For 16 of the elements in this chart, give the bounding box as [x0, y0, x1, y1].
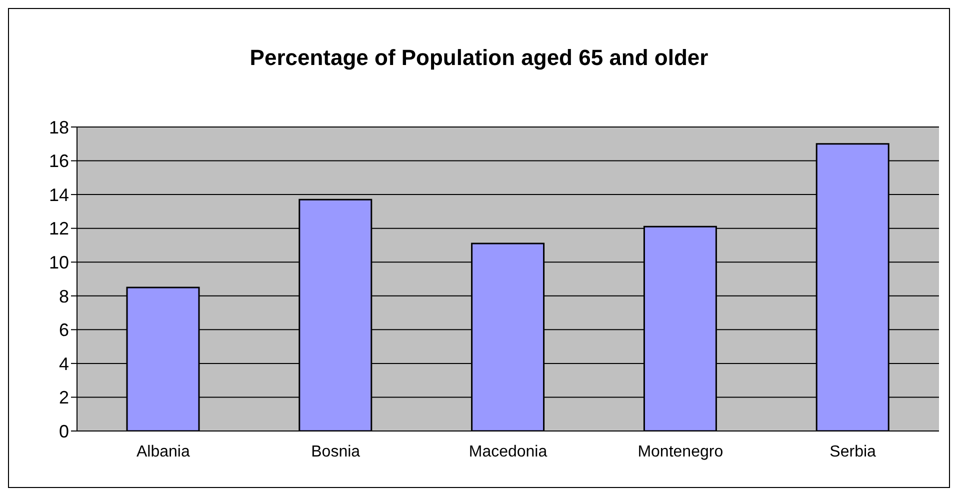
y-tick-label: 14	[48, 184, 69, 205]
x-tick-label: Bosnia	[311, 443, 360, 460]
y-tick-label: 18	[48, 117, 69, 138]
chart-title: Percentage of Population aged 65 and older	[248, 45, 710, 71]
x-tick-label: Montenegro	[638, 443, 724, 460]
y-tick-label: 6	[58, 320, 69, 340]
y-tick-label: 8	[58, 286, 69, 306]
y-tick-label: 16	[48, 151, 69, 172]
x-tick-label: Serbia	[830, 443, 876, 460]
y-tick-label: 0	[58, 421, 69, 442]
y-tick-label: 2	[58, 388, 69, 408]
x-tick-label: Albania	[136, 443, 190, 460]
y-tick-label: 4	[58, 354, 69, 374]
y-tick-label: 10	[48, 252, 69, 272]
x-tick-label: Macedonia	[468, 443, 548, 460]
y-tick-label: 12	[48, 218, 69, 239]
